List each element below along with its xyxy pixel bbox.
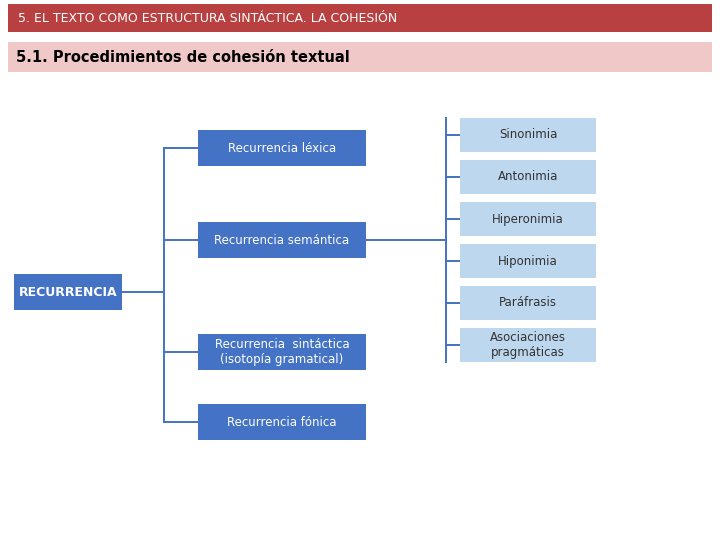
FancyBboxPatch shape — [460, 160, 596, 194]
Text: Recurrencia léxica: Recurrencia léxica — [228, 141, 336, 154]
FancyBboxPatch shape — [460, 244, 596, 278]
FancyBboxPatch shape — [198, 404, 366, 440]
FancyBboxPatch shape — [198, 130, 366, 166]
Text: Paráfrasis: Paráfrasis — [499, 296, 557, 309]
FancyBboxPatch shape — [8, 42, 712, 72]
Text: RECURRENCIA: RECURRENCIA — [19, 286, 117, 299]
Text: Asociaciones
pragmáticas: Asociaciones pragmáticas — [490, 331, 566, 359]
FancyBboxPatch shape — [460, 328, 596, 362]
FancyBboxPatch shape — [460, 286, 596, 320]
Text: Hiperonimia: Hiperonimia — [492, 213, 564, 226]
Text: 5. EL TEXTO COMO ESTRUCTURA SINTÁCTICA. LA COHESIÓN: 5. EL TEXTO COMO ESTRUCTURA SINTÁCTICA. … — [18, 11, 397, 24]
Text: Recurrencia fónica: Recurrencia fónica — [228, 415, 337, 429]
Text: 5.1. Procedimientos de cohesión textual: 5.1. Procedimientos de cohesión textual — [16, 50, 350, 64]
Text: Antonimia: Antonimia — [498, 171, 558, 184]
Text: Hiponimia: Hiponimia — [498, 254, 558, 267]
FancyBboxPatch shape — [8, 4, 712, 32]
FancyBboxPatch shape — [198, 222, 366, 258]
Text: Recurrencia  sintáctica
(isotopía gramatical): Recurrencia sintáctica (isotopía gramati… — [215, 338, 349, 366]
FancyBboxPatch shape — [14, 274, 122, 310]
FancyBboxPatch shape — [460, 118, 596, 152]
FancyBboxPatch shape — [460, 202, 596, 236]
Text: Sinonimia: Sinonimia — [499, 129, 557, 141]
Text: Recurrencia semántica: Recurrencia semántica — [215, 233, 350, 246]
FancyBboxPatch shape — [198, 334, 366, 370]
